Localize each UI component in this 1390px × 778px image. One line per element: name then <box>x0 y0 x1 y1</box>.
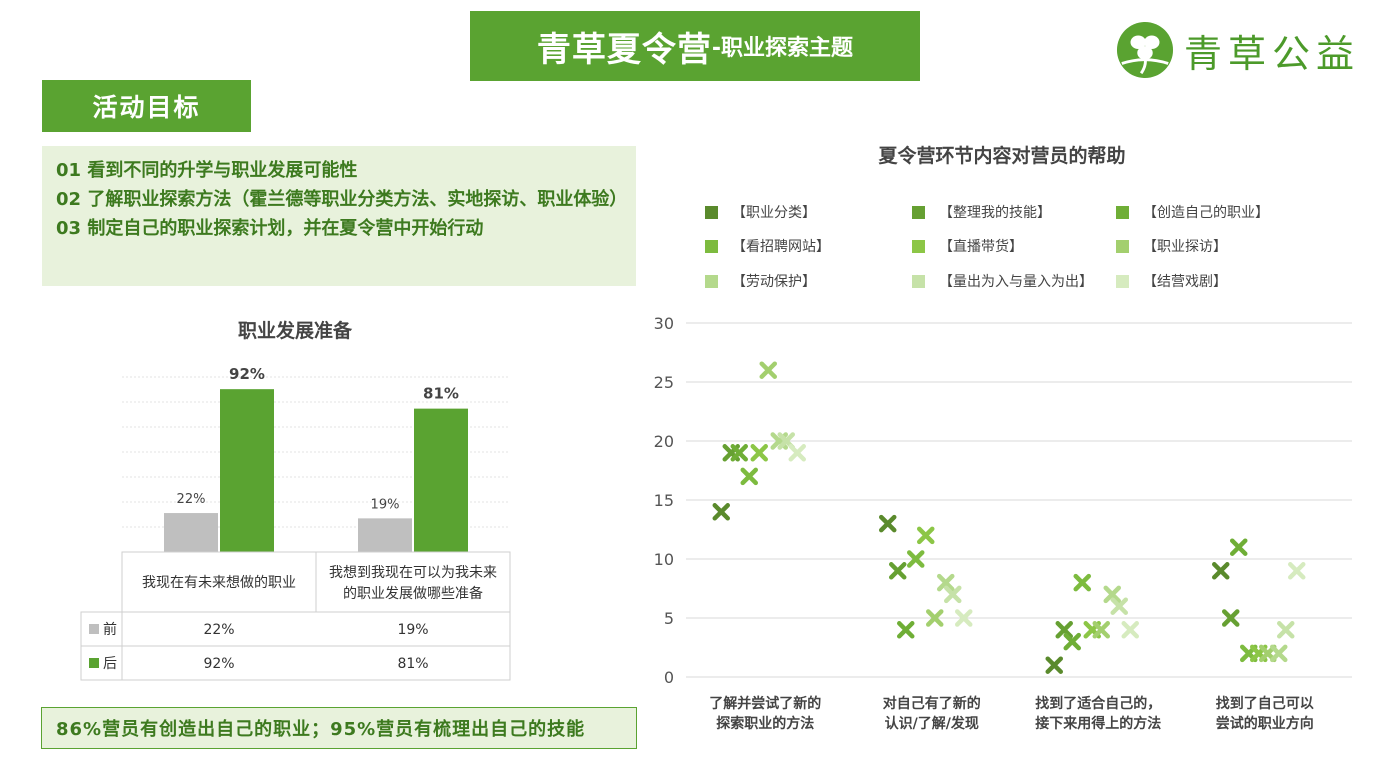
scatter-ytick: 5 <box>664 609 674 628</box>
scatter-point <box>907 550 925 568</box>
table-row <box>80 645 511 681</box>
scatter-point <box>897 621 915 639</box>
scatter-ytick: 10 <box>654 550 674 569</box>
title-banner: 青草夏令营 -职业探索主题 <box>470 11 920 81</box>
scatter-point <box>759 361 777 379</box>
scatter-point <box>730 444 748 462</box>
scatter-xtick: 找到了自己可以 <box>1216 695 1314 712</box>
goal-item-2: 02 了解职业探索方法（霍兰德等职业分类方法、实地探访、职业体验） <box>56 189 628 210</box>
goal-item-1: 01 看到不同的升学与职业发展可能性 <box>56 160 358 181</box>
scatter-ytick: 30 <box>654 314 674 333</box>
table-cell: 92% <box>203 656 234 672</box>
scatter-legend-label: 【量出为入与量入为出】 <box>939 274 1093 290</box>
scatter-legend-label: 【看招聘网站】 <box>732 239 830 255</box>
scatter-chart: 夏令营环节内容对营员的帮助【职业分类】 【整理我的技能】 【创造自己的职业】【看招聘… <box>654 144 1352 732</box>
scatter-point <box>889 562 907 580</box>
goal-tag: 活动目标 <box>42 80 251 132</box>
scatter-point <box>937 573 955 592</box>
scatter-point <box>1110 597 1128 615</box>
scatter-legend-label: 【整理我的技能】 <box>939 205 1051 221</box>
scatter-xtick: 对自己有了新的 <box>883 695 981 712</box>
scatter-legend-swatch <box>1116 240 1129 253</box>
scatter-title: 夏令营环节内容对营员的帮助 <box>878 144 1125 167</box>
scatter-xtick: 尝试的职业方向 <box>1216 715 1314 732</box>
scatter-legend-swatch <box>1116 275 1129 288</box>
title-sub: -职业探索主题 <box>711 36 854 61</box>
bar-before-0 <box>164 513 218 552</box>
scatter-point <box>917 526 935 545</box>
scatter-point <box>1063 632 1081 651</box>
bar-data-label: 92% <box>229 365 265 383</box>
scatter-ytick: 20 <box>654 432 674 451</box>
scatter-point <box>1103 585 1121 604</box>
scatter-point <box>740 467 758 486</box>
scatter-ytick: 0 <box>664 668 674 687</box>
scatter-point <box>1045 656 1063 674</box>
scatter-legend-label: 【职业探访】 <box>1143 239 1227 255</box>
scatter-point <box>1222 609 1240 627</box>
bar-data-label: 22% <box>177 492 206 507</box>
scatter-point <box>1277 621 1295 639</box>
table-category-label: 我现在有未来想做的职业 <box>142 575 296 591</box>
scatter-point <box>750 444 768 462</box>
scatter-xtick: 接下来用得上的方法 <box>1035 715 1161 732</box>
scatter-point <box>1055 621 1073 639</box>
scatter-point <box>788 444 806 462</box>
scatter-point <box>1073 573 1091 592</box>
scatter-legend-swatch <box>912 240 925 253</box>
scatter-point <box>1212 562 1230 580</box>
bar-chart-title: 职业发展准备 <box>237 320 352 342</box>
scatter-legend-swatch <box>912 275 925 288</box>
scatter-point <box>955 609 973 627</box>
table-series-label: 前 <box>103 621 117 638</box>
scatter-legend-swatch <box>705 275 718 288</box>
scatter-xtick: 探索职业的方法 <box>716 715 814 732</box>
table-cell: 22% <box>203 622 234 638</box>
table-row <box>80 611 511 647</box>
scatter-point <box>712 503 730 521</box>
scatter-legend-label: 【职业分类】 <box>732 205 816 221</box>
goals-box: 01 看到不同的升学与职业发展可能性 02 了解职业探索方法（霍兰德等职业分类方… <box>42 146 636 286</box>
scatter-xtick: 认识/了解/发现 <box>885 715 979 732</box>
scatter-point <box>1121 621 1139 639</box>
scatter-legend-swatch <box>912 206 925 219</box>
goal-item-3: 03 制定自己的职业探索计划，并在夏令营中开始行动 <box>56 218 484 239</box>
bar-data-label: 19% <box>371 497 400 512</box>
scatter-legend-label: 【直播带货】 <box>939 238 1023 255</box>
logo: 青草公益 <box>1116 18 1376 82</box>
table-category-label: 的职业发展做哪些准备 <box>343 585 483 602</box>
scatter-xtick: 了解并尝试了新的 <box>709 695 821 712</box>
scatter-legend-label: 【劳动保护】 <box>732 274 816 290</box>
scatter-point <box>944 585 962 604</box>
scatter-ytick: 15 <box>654 491 674 510</box>
table-cell: 19% <box>397 622 428 638</box>
scatter-point <box>1288 562 1306 580</box>
scatter-point <box>1230 538 1248 556</box>
title-main: 青草夏令营 <box>536 29 712 70</box>
scatter-point <box>1092 621 1110 639</box>
scatter-legend-swatch <box>705 206 718 219</box>
bar-after-0 <box>220 389 274 552</box>
bar-chart: 22% 19% 92% 81% 我现在有未来想做的职业 我想到我现在可以为我未来的职业发展… <box>80 365 511 681</box>
table-category-label: 我想到我现在可以为我未来 <box>329 565 497 581</box>
scatter-point <box>926 609 944 627</box>
table-cell: 81% <box>397 656 428 672</box>
legend-swatch <box>89 624 99 634</box>
scatter-ytick: 25 <box>654 373 674 392</box>
table-series-label: 后 <box>103 656 117 672</box>
scatter-legend-label: 【创造自己的职业】 <box>1143 205 1269 221</box>
scatter-legend-swatch <box>705 240 718 253</box>
logo-text: 青草公益 <box>1184 31 1361 76</box>
scatter-legend-label: 【结营戏剧】 <box>1143 274 1227 290</box>
bar-data-label: 81% <box>423 385 459 403</box>
scatter-legend-swatch <box>1116 206 1129 219</box>
legend-swatch <box>89 658 99 668</box>
scatter-xtick: 找到了适合自己的， <box>1035 695 1161 712</box>
bottom-note: 86%营员有创造出自己的职业；95%营员有梳理出自己的技能 <box>41 707 637 749</box>
scatter-point <box>1270 644 1288 663</box>
bar-after-1 <box>414 408 468 552</box>
scatter-point <box>879 514 897 533</box>
clover-logo-icon <box>1116 21 1174 79</box>
bar-before-1 <box>358 518 412 552</box>
